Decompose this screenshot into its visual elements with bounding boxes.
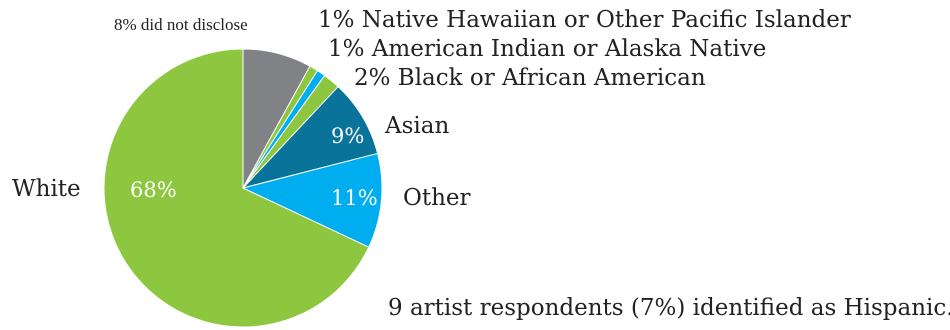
slice-label-american-indian: 1% American Indian or Alaska Native (328, 36, 767, 62)
slice-label-white: White (12, 176, 81, 202)
slice-label-other: Other (403, 185, 471, 211)
chart-footnote: 9 artist respondents (7%) identified as … (388, 295, 950, 321)
pie-slice-5 (241, 152, 383, 248)
slice-label-not-disclosed: 8% did not disclose (114, 15, 248, 34)
pie-slice-4 (241, 85, 379, 189)
slice-value-asian: 9% (331, 124, 365, 148)
slice-label-asian: Asian (385, 113, 450, 139)
slice-label-native-hawaiian: 1% Native Hawaiian or Other Pacific Isla… (318, 7, 851, 33)
pie-slice-6 (103, 48, 370, 328)
slice-value-white: 68% (130, 178, 177, 202)
slice-value-other: 11% (331, 186, 378, 210)
slice-label-black: 2% Black or African American (354, 65, 706, 91)
